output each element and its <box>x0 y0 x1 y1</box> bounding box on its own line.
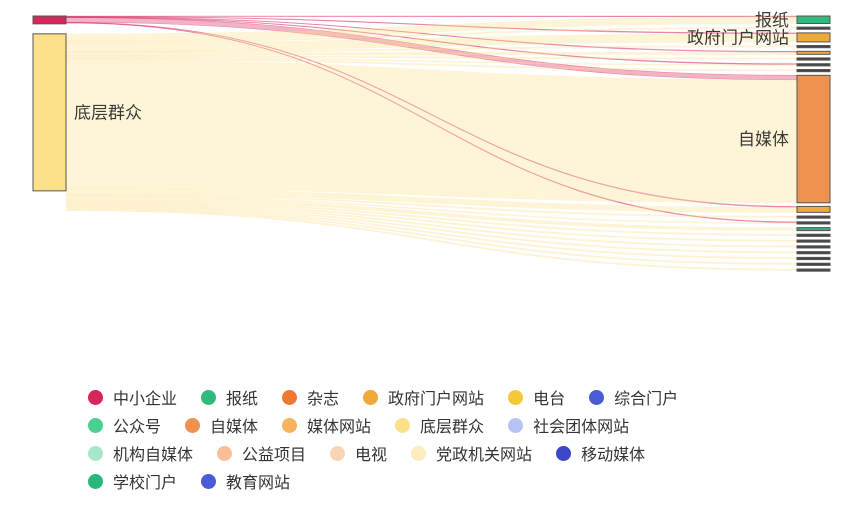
legend-dot <box>508 389 524 405</box>
sankey-node-target[interactable] <box>796 45 831 49</box>
legend-dot <box>88 389 103 405</box>
legend-dot <box>508 417 524 433</box>
legend-item-zhongxiaoqiye[interactable]: 中小企业 <box>88 385 177 409</box>
sankey-node-source[interactable] <box>32 33 67 192</box>
legend-item-xuexiaomenhu[interactable]: 学校门户 <box>88 469 177 493</box>
sankey-node-target[interactable] <box>796 205 831 213</box>
sankey-node-target[interactable] <box>796 251 831 255</box>
legend-label: 电视 <box>355 445 388 464</box>
legend-dot <box>88 445 103 461</box>
legend-label: 党政机关网站 <box>436 445 533 464</box>
sankey-node-target[interactable] <box>796 57 831 61</box>
legend-label: 教育网站 <box>226 473 291 492</box>
node-label: 政府门户网站 <box>687 28 789 48</box>
legend-item-dangzhengjiguan[interactable]: 党政机关网站 <box>411 441 532 465</box>
legend-row: 公众号 自媒体 媒体网站 底层群众 社会团体网站 <box>88 411 808 439</box>
legend-dot <box>589 389 605 405</box>
legend-dot <box>411 445 427 461</box>
legend-label: 杂志 <box>307 389 340 408</box>
sankey-node-target[interactable] <box>796 221 831 225</box>
legend-item-jiaoyuwangzhan[interactable]: 教育网站 <box>201 469 290 493</box>
legend-label: 移动媒体 <box>581 445 646 464</box>
legend-dot <box>201 389 217 405</box>
legend-dot <box>88 473 103 489</box>
legend-item-zhengfumenhu[interactable]: 政府门户网站 <box>363 385 484 409</box>
legend-dot <box>282 417 298 433</box>
sankey-node-target[interactable] <box>796 227 831 232</box>
legend-item-meitiwangzhan[interactable]: 媒体网站 <box>282 413 371 437</box>
legend-label: 机构自媒体 <box>113 445 194 464</box>
legend-item-diantai[interactable]: 电台 <box>508 385 565 409</box>
sankey-node-target[interactable] <box>796 215 831 219</box>
node-label: 报纸 <box>755 11 789 31</box>
legend-item-dianshi[interactable]: 电视 <box>330 441 387 465</box>
sankey-node-target[interactable] <box>796 15 831 24</box>
sankey-node-target[interactable] <box>796 256 831 261</box>
legend-item-shehuituanti[interactable]: 社会团体网站 <box>508 413 629 437</box>
sankey-node-target[interactable] <box>796 50 831 55</box>
legend-item-gongzhonghao[interactable]: 公众号 <box>88 413 161 437</box>
legend-label: 底层群众 <box>420 417 485 436</box>
legend-label: 社会团体网站 <box>533 417 630 436</box>
links <box>65 15 798 271</box>
legend-dot <box>185 417 201 433</box>
legend-label: 中小企业 <box>113 389 178 408</box>
legend-dot <box>217 445 233 461</box>
sankey-node-target[interactable] <box>796 74 831 204</box>
legend-label: 综合门户 <box>614 389 679 408</box>
legend-dot <box>282 389 298 405</box>
legend-label: 政府门户网站 <box>388 389 485 408</box>
sankey-link[interactable] <box>65 51 798 56</box>
sankey-node-target[interactable] <box>796 32 831 43</box>
sankey-node-target[interactable] <box>796 262 831 266</box>
legend-label: 学校门户 <box>113 473 178 492</box>
sankey-node-target[interactable] <box>796 69 831 73</box>
legend-label: 媒体网站 <box>307 417 372 436</box>
legend-label: 自媒体 <box>210 417 259 436</box>
sankey-node-target[interactable] <box>796 233 831 237</box>
sankey-node-source[interactable] <box>32 15 67 25</box>
legend-dot <box>201 473 217 489</box>
sankey-node-target[interactable] <box>796 63 831 67</box>
sankey-link[interactable] <box>65 59 798 204</box>
node-label: 底层群众 <box>74 103 142 123</box>
legend-dot <box>556 445 572 461</box>
legend-dot <box>363 389 379 405</box>
legend-label: 电台 <box>533 389 566 408</box>
legend-label: 公益项目 <box>242 445 307 464</box>
legend-item-dicengqunzhong[interactable]: 底层群众 <box>395 413 484 437</box>
legend-label: 公众号 <box>113 417 162 436</box>
legend-item-zimeiti[interactable]: 自媒体 <box>185 413 258 437</box>
sankey-node-target[interactable] <box>796 245 831 249</box>
legend-dot <box>395 417 411 433</box>
legend: 中小企业 报纸 杂志 政府门户网站 电台 综合门户 公众号 自媒体 <box>88 383 808 495</box>
legend-dot <box>330 445 346 461</box>
sankey-node-target[interactable] <box>796 26 831 30</box>
legend-item-zazhi[interactable]: 杂志 <box>282 385 339 409</box>
legend-dot <box>88 417 103 433</box>
legend-label: 报纸 <box>226 389 259 408</box>
node-label: 自媒体 <box>738 130 789 150</box>
legend-item-gongyixiangmu[interactable]: 公益项目 <box>217 441 306 465</box>
legend-row: 学校门户 教育网站 <box>88 467 808 495</box>
legend-item-baozhi[interactable]: 报纸 <box>201 385 258 409</box>
sankey-node-target[interactable] <box>796 239 831 243</box>
legend-item-yidongmeiti[interactable]: 移动媒体 <box>556 441 645 465</box>
legend-row: 中小企业 报纸 杂志 政府门户网站 电台 综合门户 <box>88 383 808 411</box>
legend-item-zonghemenhu[interactable]: 综合门户 <box>589 385 678 409</box>
sankey-node-target[interactable] <box>796 268 831 272</box>
legend-item-jigouzimeiti[interactable]: 机构自媒体 <box>88 441 193 465</box>
legend-row: 机构自媒体 公益项目 电视 党政机关网站 移动媒体 <box>88 439 808 467</box>
